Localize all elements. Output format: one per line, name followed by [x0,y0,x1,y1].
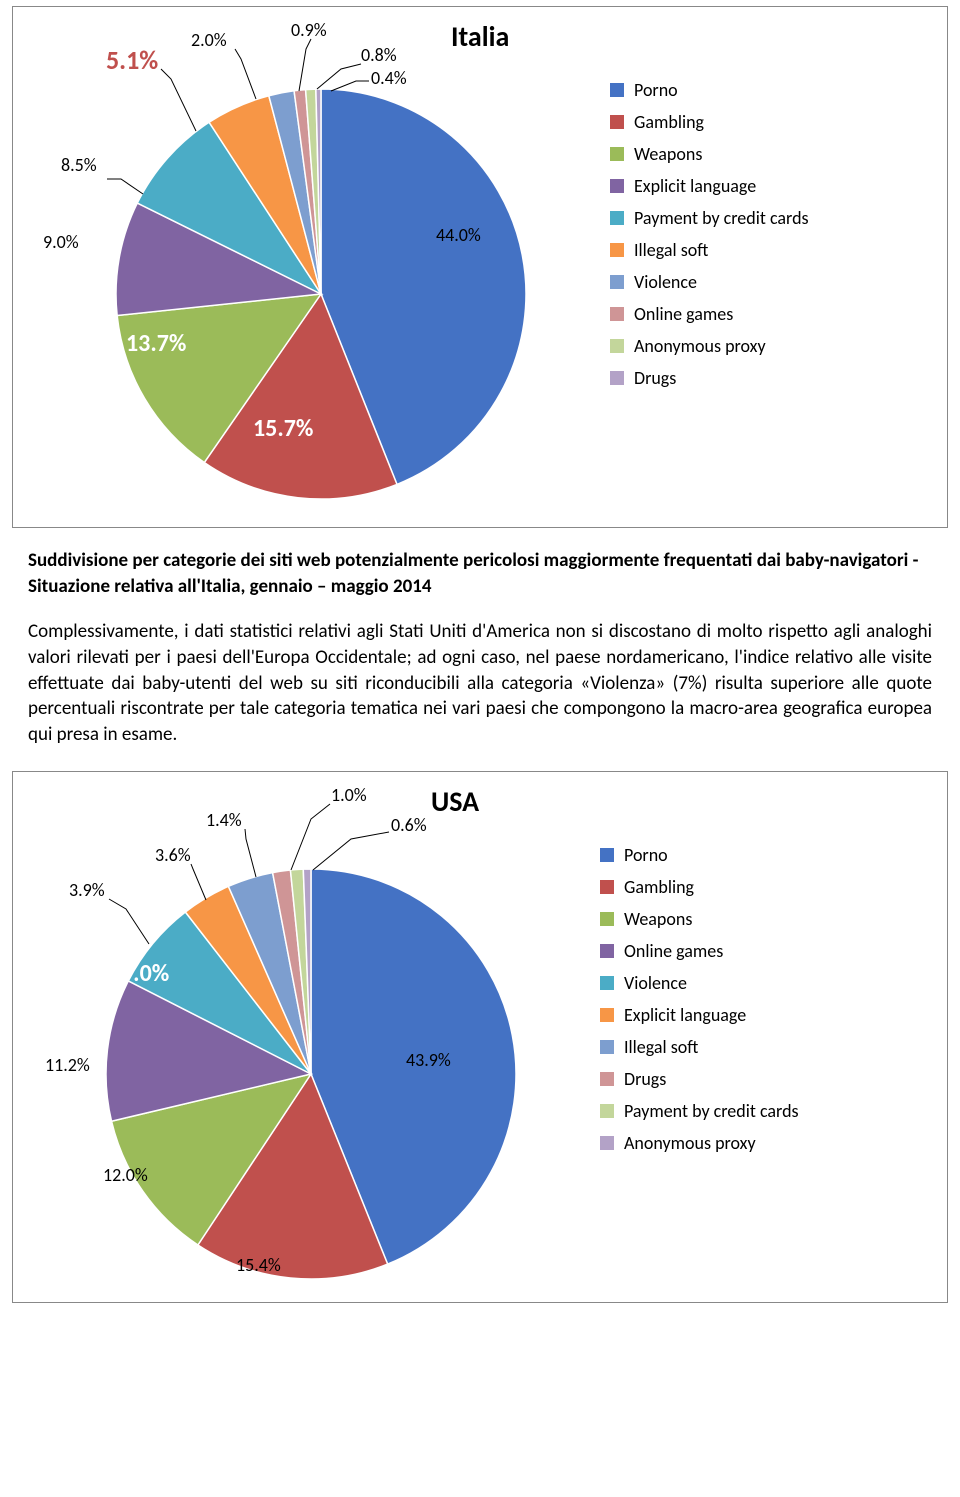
pct-label: 13.7% [126,329,186,358]
legend-item: Anonymous proxy [600,1132,799,1154]
pct-label: 0.8% [361,44,397,66]
legend-swatch [600,1072,614,1086]
legend-item: Explicit language [610,175,809,197]
legend-item: Drugs [610,367,809,389]
legend-label: Explicit language [624,1004,746,1026]
legend-label: Weapons [624,908,692,930]
legend-swatch [600,848,614,862]
legend-label: Gambling [634,111,704,133]
pct-label: 3.6% [155,844,191,866]
legend-swatch [600,944,614,958]
pie-usa: USA43.9%15.4%12.0%11.2%7.0%3.9%3.6%1.4%1… [31,784,576,1284]
legend-swatch [610,211,624,225]
legend-label: Drugs [634,367,676,389]
legend-label: Porno [624,844,668,866]
pct-label: 1.0% [331,784,367,806]
paragraph: Complessivamente, i dati statistici rela… [28,619,932,747]
legend-item: Online games [610,303,809,325]
legend-swatch [610,371,624,385]
legend-item: Violence [600,972,799,994]
legend-italia: Porno Gambling Weapons Explicit language Pay… [610,79,809,389]
pct-label: 9.0% [43,231,79,253]
legend-item: Gambling [610,111,809,133]
legend-swatch [610,307,624,321]
pct-label: 0.9% [291,19,327,41]
chart-usa: USA43.9%15.4%12.0%11.2%7.0%3.9%3.6%1.4%1… [12,771,948,1303]
legend-swatch [610,243,624,257]
legend-item: Illegal soft [610,239,809,261]
legend-label: Payment by credit cards [634,207,809,229]
legend-label: Violence [624,972,687,994]
legend-item: Online games [600,940,799,962]
legend-label: Online games [634,303,733,325]
legend-label: Weapons [634,143,702,165]
legend-swatch [610,275,624,289]
legend-item: Explicit language [600,1004,799,1026]
legend-label: Illegal soft [634,239,708,261]
legend-item: Illegal soft [600,1036,799,1058]
legend-swatch [600,1040,614,1054]
pct-label: 7.0% [121,959,169,988]
legend-item: Porno [610,79,809,101]
legend-label: Payment by credit cards [624,1100,799,1122]
pct-label: 8.5% [61,154,97,176]
legend-item: Weapons [610,143,809,165]
pct-label: 12.0% [103,1164,148,1186]
legend-label: Porno [634,79,678,101]
legend-item: Gambling [600,876,799,898]
pct-label: 3.9% [69,879,105,901]
legend-swatch [610,147,624,161]
legend-label: Online games [624,940,723,962]
legend-swatch [600,1136,614,1150]
legend-swatch [610,83,624,97]
pct-label: 0.4% [371,67,407,89]
legend-swatch [600,1104,614,1118]
legend-item: Anonymous proxy [610,335,809,357]
legend-label: Anonymous proxy [634,335,766,357]
legend-swatch [600,976,614,990]
legend-item: Payment by credit cards [610,207,809,229]
legend-swatch [600,912,614,926]
pct-label: 43.9% [406,1049,451,1071]
chart-italia: Italia44.0%15.7%13.7%9.0%8.5%5.1%2.0%0.9… [12,6,948,528]
pct-label: 5.1% [106,44,158,76]
legend-item: Drugs [600,1068,799,1090]
pct-label: 0.6% [391,814,427,836]
pie-italia: Italia44.0%15.7%13.7%9.0%8.5%5.1%2.0%0.9… [31,19,586,509]
legend-swatch [610,339,624,353]
pct-label: 15.4% [236,1254,281,1276]
legend-label: Explicit language [634,175,756,197]
legend-item: Porno [600,844,799,866]
legend-usa: Porno Gambling Weapons Online games Violence… [600,844,799,1154]
chart1-caption: Suddivisione per categorie dei siti web … [28,548,932,599]
legend-item: Payment by credit cards [600,1100,799,1122]
legend-item: Violence [610,271,809,293]
legend-swatch [600,880,614,894]
pct-label: 15.7% [253,414,313,443]
pct-label: 1.4% [206,809,242,831]
legend-label: Gambling [624,876,694,898]
legend-label: Violence [634,271,697,293]
legend-label: Drugs [624,1068,666,1090]
pct-label: 2.0% [191,29,227,51]
legend-item: Weapons [600,908,799,930]
legend-swatch [600,1008,614,1022]
pct-label: 11.2% [45,1054,90,1076]
legend-swatch [610,179,624,193]
pct-label: 44.0% [436,224,481,246]
legend-label: Illegal soft [624,1036,698,1058]
legend-swatch [610,115,624,129]
legend-label: Anonymous proxy [624,1132,756,1154]
